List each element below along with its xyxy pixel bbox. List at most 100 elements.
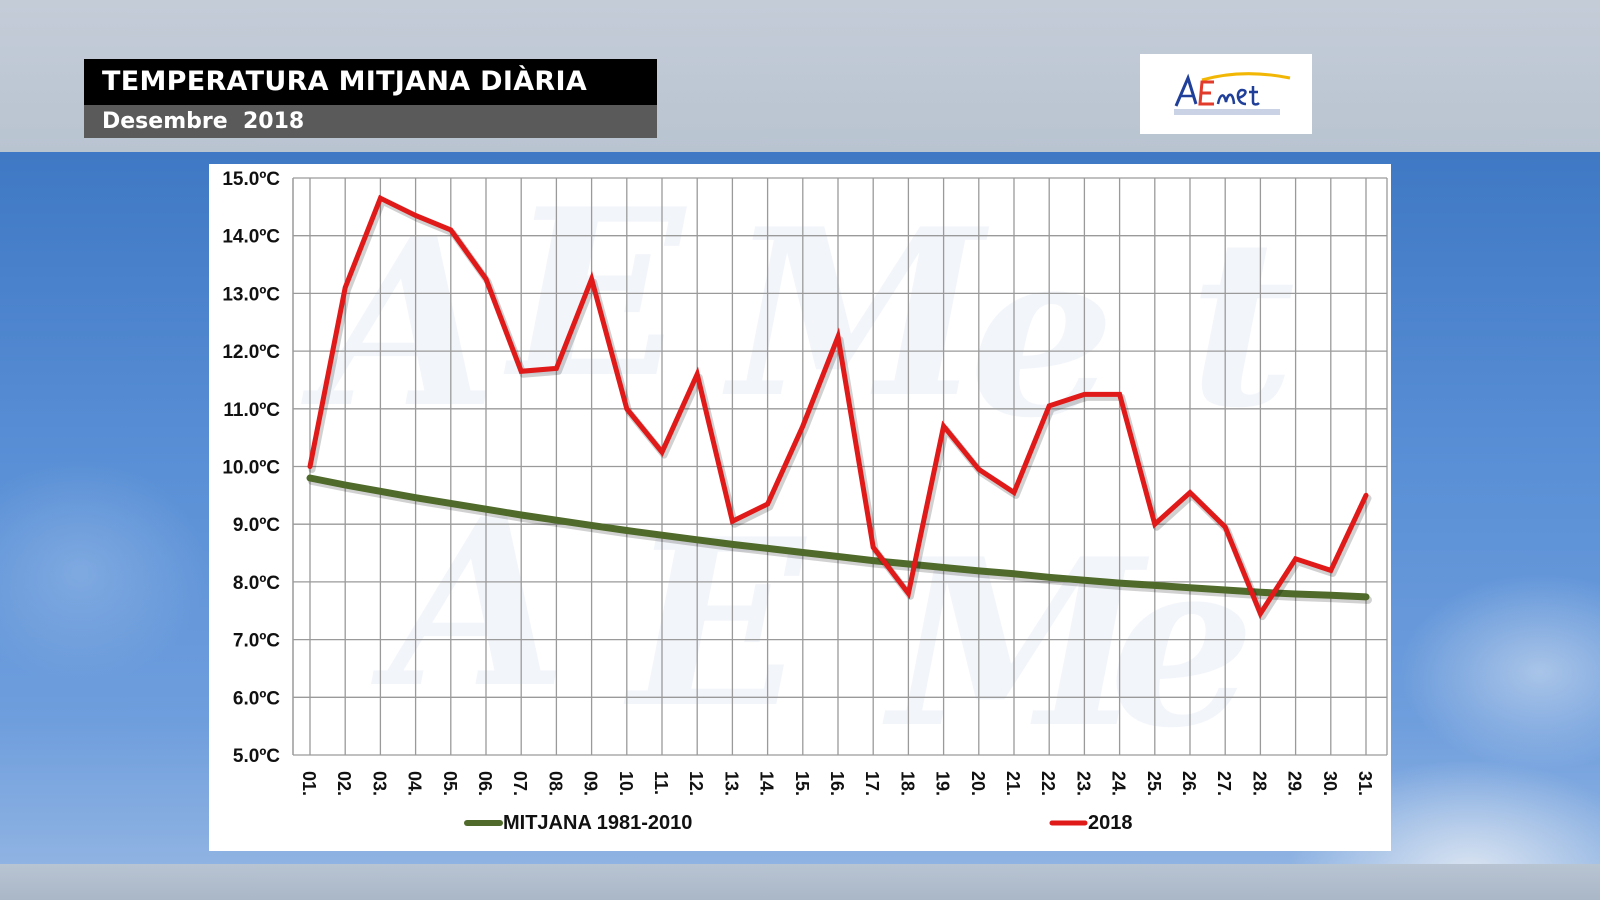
data-point (1294, 592, 1298, 596)
y-tick-label: 6.0ºC (233, 688, 280, 709)
x-tick-label: 04. (405, 771, 425, 796)
data-point (414, 496, 418, 500)
data-point (801, 550, 805, 554)
data-point (906, 591, 910, 595)
y-tick-label: 15.0ºC (222, 169, 280, 190)
data-point (1118, 392, 1122, 396)
y-tick-label: 12.0ºC (222, 342, 280, 363)
data-point (554, 518, 558, 522)
data-point (449, 501, 453, 505)
x-tick-label: 07. (510, 771, 530, 796)
legend-label-2018: 2018 (1088, 812, 1133, 834)
data-point (1258, 590, 1262, 594)
data-point (308, 476, 312, 480)
chart-grid (292, 177, 1388, 756)
page-title: TEMPERATURA MITJANA DIÀRIA (84, 59, 657, 105)
data-point (871, 545, 875, 549)
x-tick-label: 11. (651, 771, 671, 795)
data-point (308, 465, 312, 468)
x-tick-label: 23. (1073, 771, 1093, 796)
x-tick-label: 13. (721, 771, 741, 796)
y-tick-label: 13.0ºC (222, 284, 280, 305)
data-point (343, 483, 347, 487)
x-tick-label: 03. (369, 771, 389, 796)
data-point (730, 519, 734, 523)
x-tick-label: 21. (1003, 771, 1023, 796)
x-axis-ticks: 01. 02. 03. 04. 05. 06. 07. 08. 09. 10. 11. 12. 13. 1… (299, 771, 1375, 796)
y-tick-label: 14.0ºC (222, 227, 280, 248)
x-tick-label: 24. (1109, 771, 1129, 796)
x-tick-label: 17. (862, 771, 882, 796)
x-tick-label: 18. (897, 771, 917, 796)
aemet-logo (1140, 54, 1312, 134)
watermark-letter: A (301, 189, 497, 459)
data-point (1047, 575, 1051, 579)
x-tick-label: 08. (545, 771, 565, 796)
data-point (977, 569, 981, 573)
data-point (1012, 572, 1016, 576)
data-point (484, 507, 488, 511)
y-tick-label: 10.0ºC (222, 458, 280, 479)
data-point (660, 450, 664, 454)
x-tick-label: 30. (1320, 771, 1340, 796)
watermark-letter: E (623, 489, 807, 759)
data-point (1294, 557, 1298, 561)
x-tick-label: 29. (1285, 771, 1305, 796)
y-tick-label: 11.0ºC (223, 400, 280, 421)
data-point (730, 542, 734, 546)
page-subtitle: Desembre 2018 (84, 105, 657, 138)
x-tick-label: 14. (757, 771, 777, 796)
x-tick-label: 05. (440, 771, 460, 796)
data-point (414, 214, 418, 218)
data-point (1012, 490, 1016, 494)
y-tick-label: 8.0ºC (233, 573, 280, 594)
data-point (1118, 581, 1122, 585)
x-tick-label: 31. (1355, 771, 1375, 796)
data-point (1223, 525, 1227, 529)
x-tick-label: 22. (1038, 771, 1058, 796)
data-point (590, 523, 594, 527)
temperature-line-chart: A E Me tA E Me 5.0ºC6.0ºC7.0ºC8.0ºC9.0ºC10.0º… (222, 164, 1388, 834)
data-point (625, 407, 629, 411)
data-point (378, 196, 382, 200)
data-point (519, 369, 523, 373)
data-point (1188, 490, 1192, 494)
x-tick-label: 15. (792, 771, 812, 796)
watermark-letter: M (882, 509, 1150, 779)
data-point (906, 562, 910, 566)
data-point (449, 228, 453, 232)
x-tick-label: 10. (616, 771, 636, 796)
data-point (942, 565, 946, 569)
data-point (554, 366, 558, 370)
y-tick-label: 7.0ºC (233, 631, 280, 652)
data-point (977, 467, 981, 471)
x-tick-label: 19. (933, 771, 953, 796)
x-tick-label: 06. (475, 771, 495, 796)
x-tick-label: 02. (334, 771, 354, 796)
data-point (766, 502, 770, 506)
y-tick-label: 5.0ºC (233, 746, 280, 767)
chart-series (306, 194, 1372, 621)
data-point (378, 489, 382, 493)
data-point (836, 555, 840, 559)
aemet-watermark: A E Me tA E Me (301, 164, 1295, 779)
data-point (590, 277, 594, 281)
data-point (1223, 588, 1227, 592)
data-point (343, 286, 347, 290)
x-tick-label: 09. (581, 771, 601, 796)
watermark-letter: e (1109, 509, 1255, 779)
data-point (625, 529, 629, 533)
data-point (801, 424, 805, 428)
watermark-letter: t (1189, 189, 1295, 459)
legend-label-mitjana: MITJANA 1981-2010 (503, 812, 692, 834)
data-point (484, 277, 488, 281)
x-tick-label: 16. (827, 771, 847, 796)
chart-legend: MITJANA 1981-2010 2018 (464, 812, 1133, 834)
data-point (766, 546, 770, 550)
data-point (660, 533, 664, 537)
watermark-letter: M (722, 179, 990, 449)
x-tick-label: 27. (1214, 771, 1234, 796)
data-point (836, 335, 840, 339)
aemet-logo-graphic (1174, 72, 1291, 115)
